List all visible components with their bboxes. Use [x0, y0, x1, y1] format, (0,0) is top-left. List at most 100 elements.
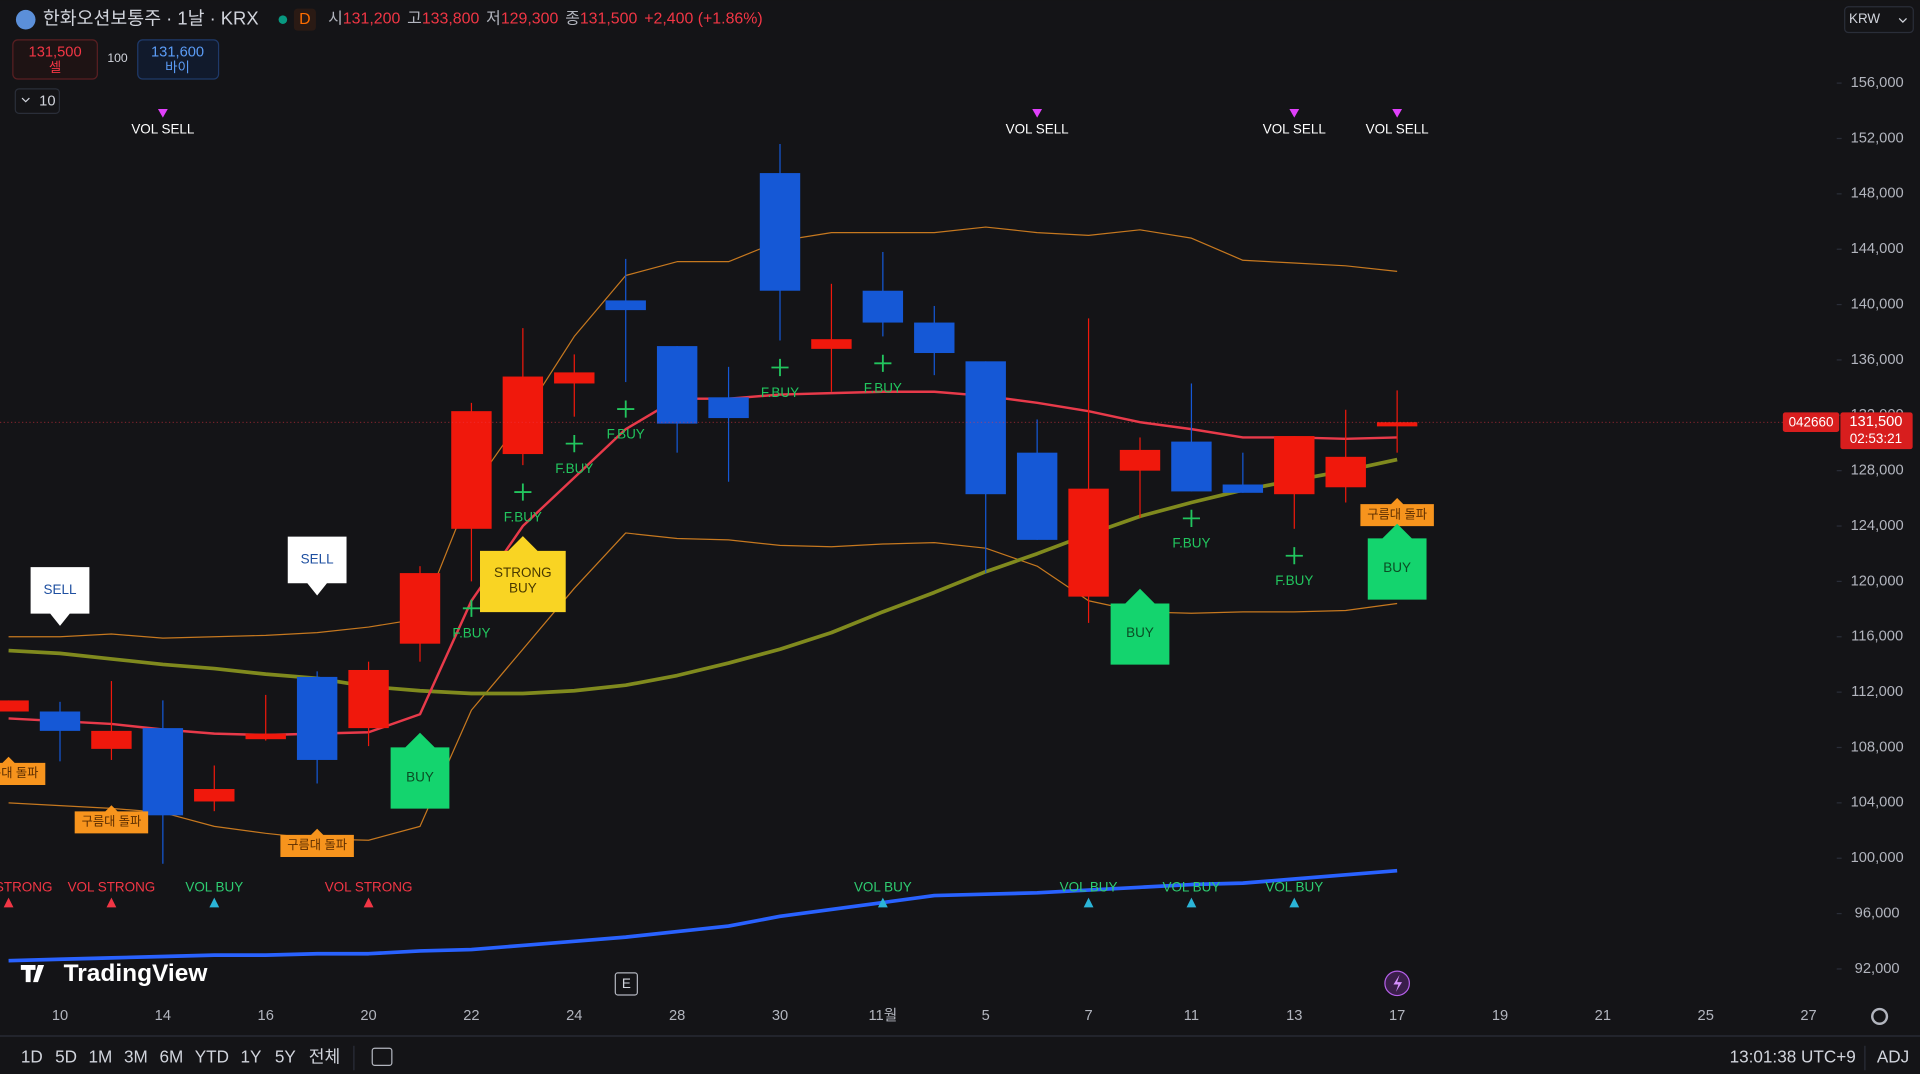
- signal-tag: [1360, 497, 1434, 527]
- sell-price[interactable]: 131,500: [29, 45, 82, 61]
- candle-body: [502, 376, 544, 455]
- y-tick-label: 112,000: [1851, 684, 1903, 700]
- y-tick-label: 136,000: [1851, 352, 1904, 368]
- candle-body: [605, 300, 646, 311]
- indicator-count[interactable]: 10: [39, 94, 55, 110]
- y-tick-label: 96,000: [1855, 905, 1900, 921]
- sell-label[interactable]: 셀: [49, 60, 61, 75]
- market-status: [278, 15, 288, 24]
- x-tick-label: 5: [982, 1008, 990, 1024]
- y-tick-label: 140,000: [1851, 296, 1904, 312]
- candle-body: [965, 361, 1006, 495]
- indicator-line: [8, 868, 1398, 963]
- range-button[interactable]: YTD: [195, 1047, 229, 1067]
- signal-tag: [280, 828, 354, 857]
- signal-triangle: [877, 897, 888, 908]
- range-button[interactable]: 6M: [160, 1047, 184, 1067]
- ohlc-label: 종: [565, 11, 580, 28]
- x-tick-label: 13: [1286, 1008, 1302, 1024]
- brand: TradingView: [64, 960, 209, 987]
- brand-logo: [20, 964, 45, 983]
- indicator-line: [8, 226, 1398, 639]
- plot-area: 156,000 152,000 148,000 144,000 140,000 136,0…: [0, 75, 1913, 1024]
- signal-plus: [874, 354, 892, 372]
- range-button[interactable]: 3M: [124, 1047, 148, 1067]
- candle-body: [142, 728, 184, 816]
- signal-triangle: [1392, 109, 1403, 118]
- chevron-icon: [1898, 17, 1907, 23]
- interval-badge: D: [299, 11, 311, 28]
- y-tick-label: 120,000: [1851, 573, 1904, 589]
- clock[interactable]: 13:01:38 UTC+9: [1730, 1047, 1856, 1067]
- signal-triangle: [157, 109, 168, 118]
- signal-label: F.BUY: [864, 381, 902, 396]
- symbol-tag: 042660: [1789, 414, 1834, 429]
- signal-label: VOL BUY: [854, 879, 912, 894]
- signal-triangle: [209, 897, 220, 908]
- indicator-line: [8, 390, 1398, 737]
- y-tick-label: 124,000: [1851, 518, 1904, 534]
- signal-plus: [1285, 547, 1303, 565]
- x-tick-label: 11: [1184, 1008, 1199, 1024]
- candle-body: [348, 669, 389, 729]
- countdown: 02:53:21: [1850, 431, 1902, 446]
- buy-price[interactable]: 131,600: [151, 45, 204, 61]
- y-tick-label: 152,000: [1851, 130, 1904, 146]
- ohlc-label: 시: [328, 11, 343, 28]
- range-button[interactable]: 5Y: [275, 1047, 297, 1067]
- range-button[interactable]: 5D: [55, 1047, 77, 1067]
- buy-button[interactable]: [137, 39, 220, 80]
- range-button[interactable]: 전체: [309, 1047, 341, 1067]
- y-tick-label: 156,000: [1851, 75, 1904, 91]
- quantity[interactable]: 100: [107, 51, 128, 65]
- candle-body: [245, 733, 286, 740]
- currency[interactable]: KRW: [1849, 11, 1880, 26]
- x-tick-label: 27: [1800, 1008, 1816, 1024]
- signal-triangle: [1083, 897, 1094, 908]
- range-button[interactable]: 1D: [21, 1047, 43, 1067]
- range-button[interactable]: 1Y: [241, 1047, 263, 1067]
- y-tick-label: 148,000: [1851, 186, 1904, 202]
- signal-label: VOL BUY: [1265, 879, 1323, 894]
- range-button[interactable]: 1M: [89, 1047, 113, 1067]
- x-tick-label: 16: [258, 1008, 274, 1024]
- event-badge-box[interactable]: [614, 972, 638, 996]
- ohlc-value: 131,500: [580, 11, 638, 28]
- event-badge[interactable]: E: [622, 976, 631, 991]
- x-tick-label: 21: [1595, 1008, 1611, 1024]
- candle-body: [554, 372, 595, 384]
- symbol-title[interactable]: 한화오션보통주 · 1날 · KRX: [43, 7, 259, 28]
- currency-select[interactable]: [1844, 6, 1914, 34]
- y-tick-label: 116,000: [1851, 629, 1903, 645]
- settings-icon[interactable]: [1871, 1007, 1889, 1025]
- signal-label-box: BUY: [1126, 626, 1154, 641]
- y-tick-label: 128,000: [1851, 463, 1904, 479]
- signal-plus: [1182, 509, 1200, 527]
- signal-triangle: [1289, 897, 1300, 908]
- y-tick-label: 92,000: [1855, 961, 1900, 977]
- signal-label: VOL SELL: [1006, 121, 1070, 136]
- ohlc-label: 저: [486, 10, 501, 28]
- signal-label: 구름대 돌파: [0, 766, 38, 780]
- interval-badge-bg: [293, 8, 316, 31]
- candle-body: [759, 173, 801, 291]
- signal-tag: [74, 805, 149, 834]
- signal-label: VOL SELL: [1263, 121, 1327, 136]
- signal-label: VOL BUY: [185, 879, 243, 894]
- signal-label: VOL SELL: [1366, 121, 1430, 136]
- signal-triangle: [1032, 109, 1043, 118]
- signal-label: F.BUY: [555, 461, 593, 476]
- signal-label: VOL BUY: [1163, 879, 1221, 894]
- indicator-toggle[interactable]: [14, 88, 60, 114]
- ohlc-value: 131,200: [343, 11, 401, 28]
- buy-label[interactable]: 바이: [165, 60, 190, 75]
- adjust-toggle[interactable]: ADJ: [1877, 1047, 1909, 1067]
- x-tick-label: 11월: [868, 1007, 897, 1024]
- sell-button[interactable]: [12, 39, 98, 80]
- date-range-icon[interactable]: [371, 1047, 393, 1066]
- signal-label: 구름대 돌파: [287, 838, 347, 852]
- candle-body: [708, 397, 749, 419]
- x-tick-label: 10: [52, 1008, 68, 1024]
- signal-label: BUY: [1383, 561, 1411, 576]
